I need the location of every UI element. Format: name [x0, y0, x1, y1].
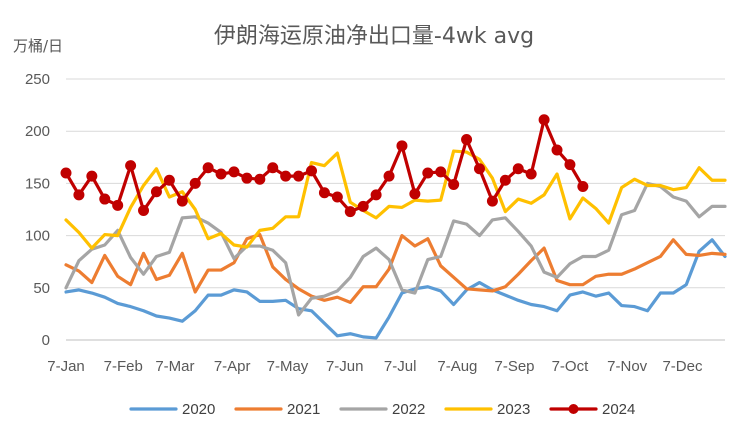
series-2021 [64, 232, 727, 305]
series-2022 [64, 181, 727, 317]
legend-marker [568, 404, 579, 414]
series-lines [60, 114, 727, 340]
data-point [499, 174, 511, 186]
legend-label: 2021 [287, 401, 320, 418]
data-point [215, 168, 227, 180]
y-tick-label: 150 [25, 175, 50, 192]
data-point [370, 189, 382, 201]
series-line-2021 [64, 232, 727, 305]
legend-item-2020: 2020 [129, 401, 215, 418]
legend-item-2022: 2022 [339, 401, 425, 418]
data-point [293, 170, 305, 182]
y-axis-unit-label: 万桶/日 [13, 37, 63, 55]
y-tick-label: 0 [42, 332, 50, 349]
data-point [138, 205, 150, 217]
legend: 2020 2021 2022 2023 2024 [129, 401, 635, 418]
data-point [448, 178, 460, 190]
data-point [228, 166, 240, 178]
series-2023 [64, 149, 727, 250]
data-point [473, 163, 485, 175]
data-point [60, 167, 72, 179]
data-point [435, 166, 447, 178]
data-point [577, 181, 589, 193]
series-line-2023 [64, 149, 727, 250]
data-point [125, 160, 137, 172]
data-point [409, 188, 421, 200]
x-tick-label: 7-May [267, 358, 309, 375]
data-point [163, 174, 175, 186]
data-point [422, 167, 434, 179]
y-tick-label: 50 [33, 280, 50, 297]
y-tick-label: 100 [25, 228, 50, 245]
data-point [396, 140, 408, 152]
y-axis-ticks: 0 50 100 150 200 250 [25, 71, 50, 349]
data-point [486, 195, 498, 207]
data-point [189, 177, 201, 189]
legend-label: 2022 [392, 401, 425, 418]
y-tick-label: 250 [25, 71, 50, 88]
series-2024 [60, 114, 589, 218]
x-tick-label: 7-Nov [607, 358, 648, 375]
data-point [564, 159, 576, 171]
series-line-2022 [64, 181, 727, 317]
data-point [383, 170, 395, 182]
data-point [538, 114, 550, 126]
x-tick-label: 7-Feb [104, 358, 143, 375]
legend-label: 2023 [497, 401, 530, 418]
x-tick-label: 7-Mar [155, 358, 194, 375]
data-point [551, 144, 563, 156]
data-point [86, 170, 98, 182]
data-point [280, 170, 292, 182]
legend-item-2023: 2023 [444, 401, 530, 418]
data-point [512, 163, 524, 175]
x-tick-label: 7-Apr [214, 358, 251, 375]
series-line-2020 [64, 238, 727, 340]
legend-label: 2024 [602, 401, 635, 418]
x-tick-label: 7-Dec [662, 358, 703, 375]
x-tick-label: 7-Oct [552, 358, 590, 375]
data-point [254, 173, 266, 185]
x-tick-label: 7-Jul [384, 358, 417, 375]
data-point [267, 162, 279, 174]
data-point [318, 187, 330, 199]
x-axis-ticks: 7-Jan 7-Feb 7-Mar 7-Apr 7-May 7-Jun 7-Jul 7-Aug… [47, 358, 703, 375]
data-point [99, 193, 111, 205]
x-tick-label: 7-Sep [494, 358, 534, 375]
data-point [461, 134, 473, 146]
data-point [176, 195, 188, 207]
series-2020 [64, 238, 727, 340]
x-tick-label: 7-Jun [326, 358, 364, 375]
legend-item-2024: 2024 [549, 401, 635, 418]
data-point [202, 162, 214, 174]
data-point [525, 168, 537, 180]
legend-label: 2020 [182, 401, 215, 418]
gridlines [66, 78, 725, 341]
data-point [241, 172, 253, 184]
x-tick-label: 7-Aug [437, 358, 477, 375]
data-point [331, 191, 343, 203]
data-point [357, 200, 369, 212]
y-tick-label: 200 [25, 123, 50, 140]
legend-item-2021: 2021 [234, 401, 320, 418]
data-point [73, 189, 85, 201]
data-point [150, 186, 162, 198]
data-point [344, 206, 356, 218]
data-point [112, 199, 124, 211]
data-point [306, 165, 318, 177]
chart-title: 伊朗海运原油净出口量-4wk avg [214, 24, 534, 49]
x-tick-label: 7-Jan [47, 358, 85, 375]
